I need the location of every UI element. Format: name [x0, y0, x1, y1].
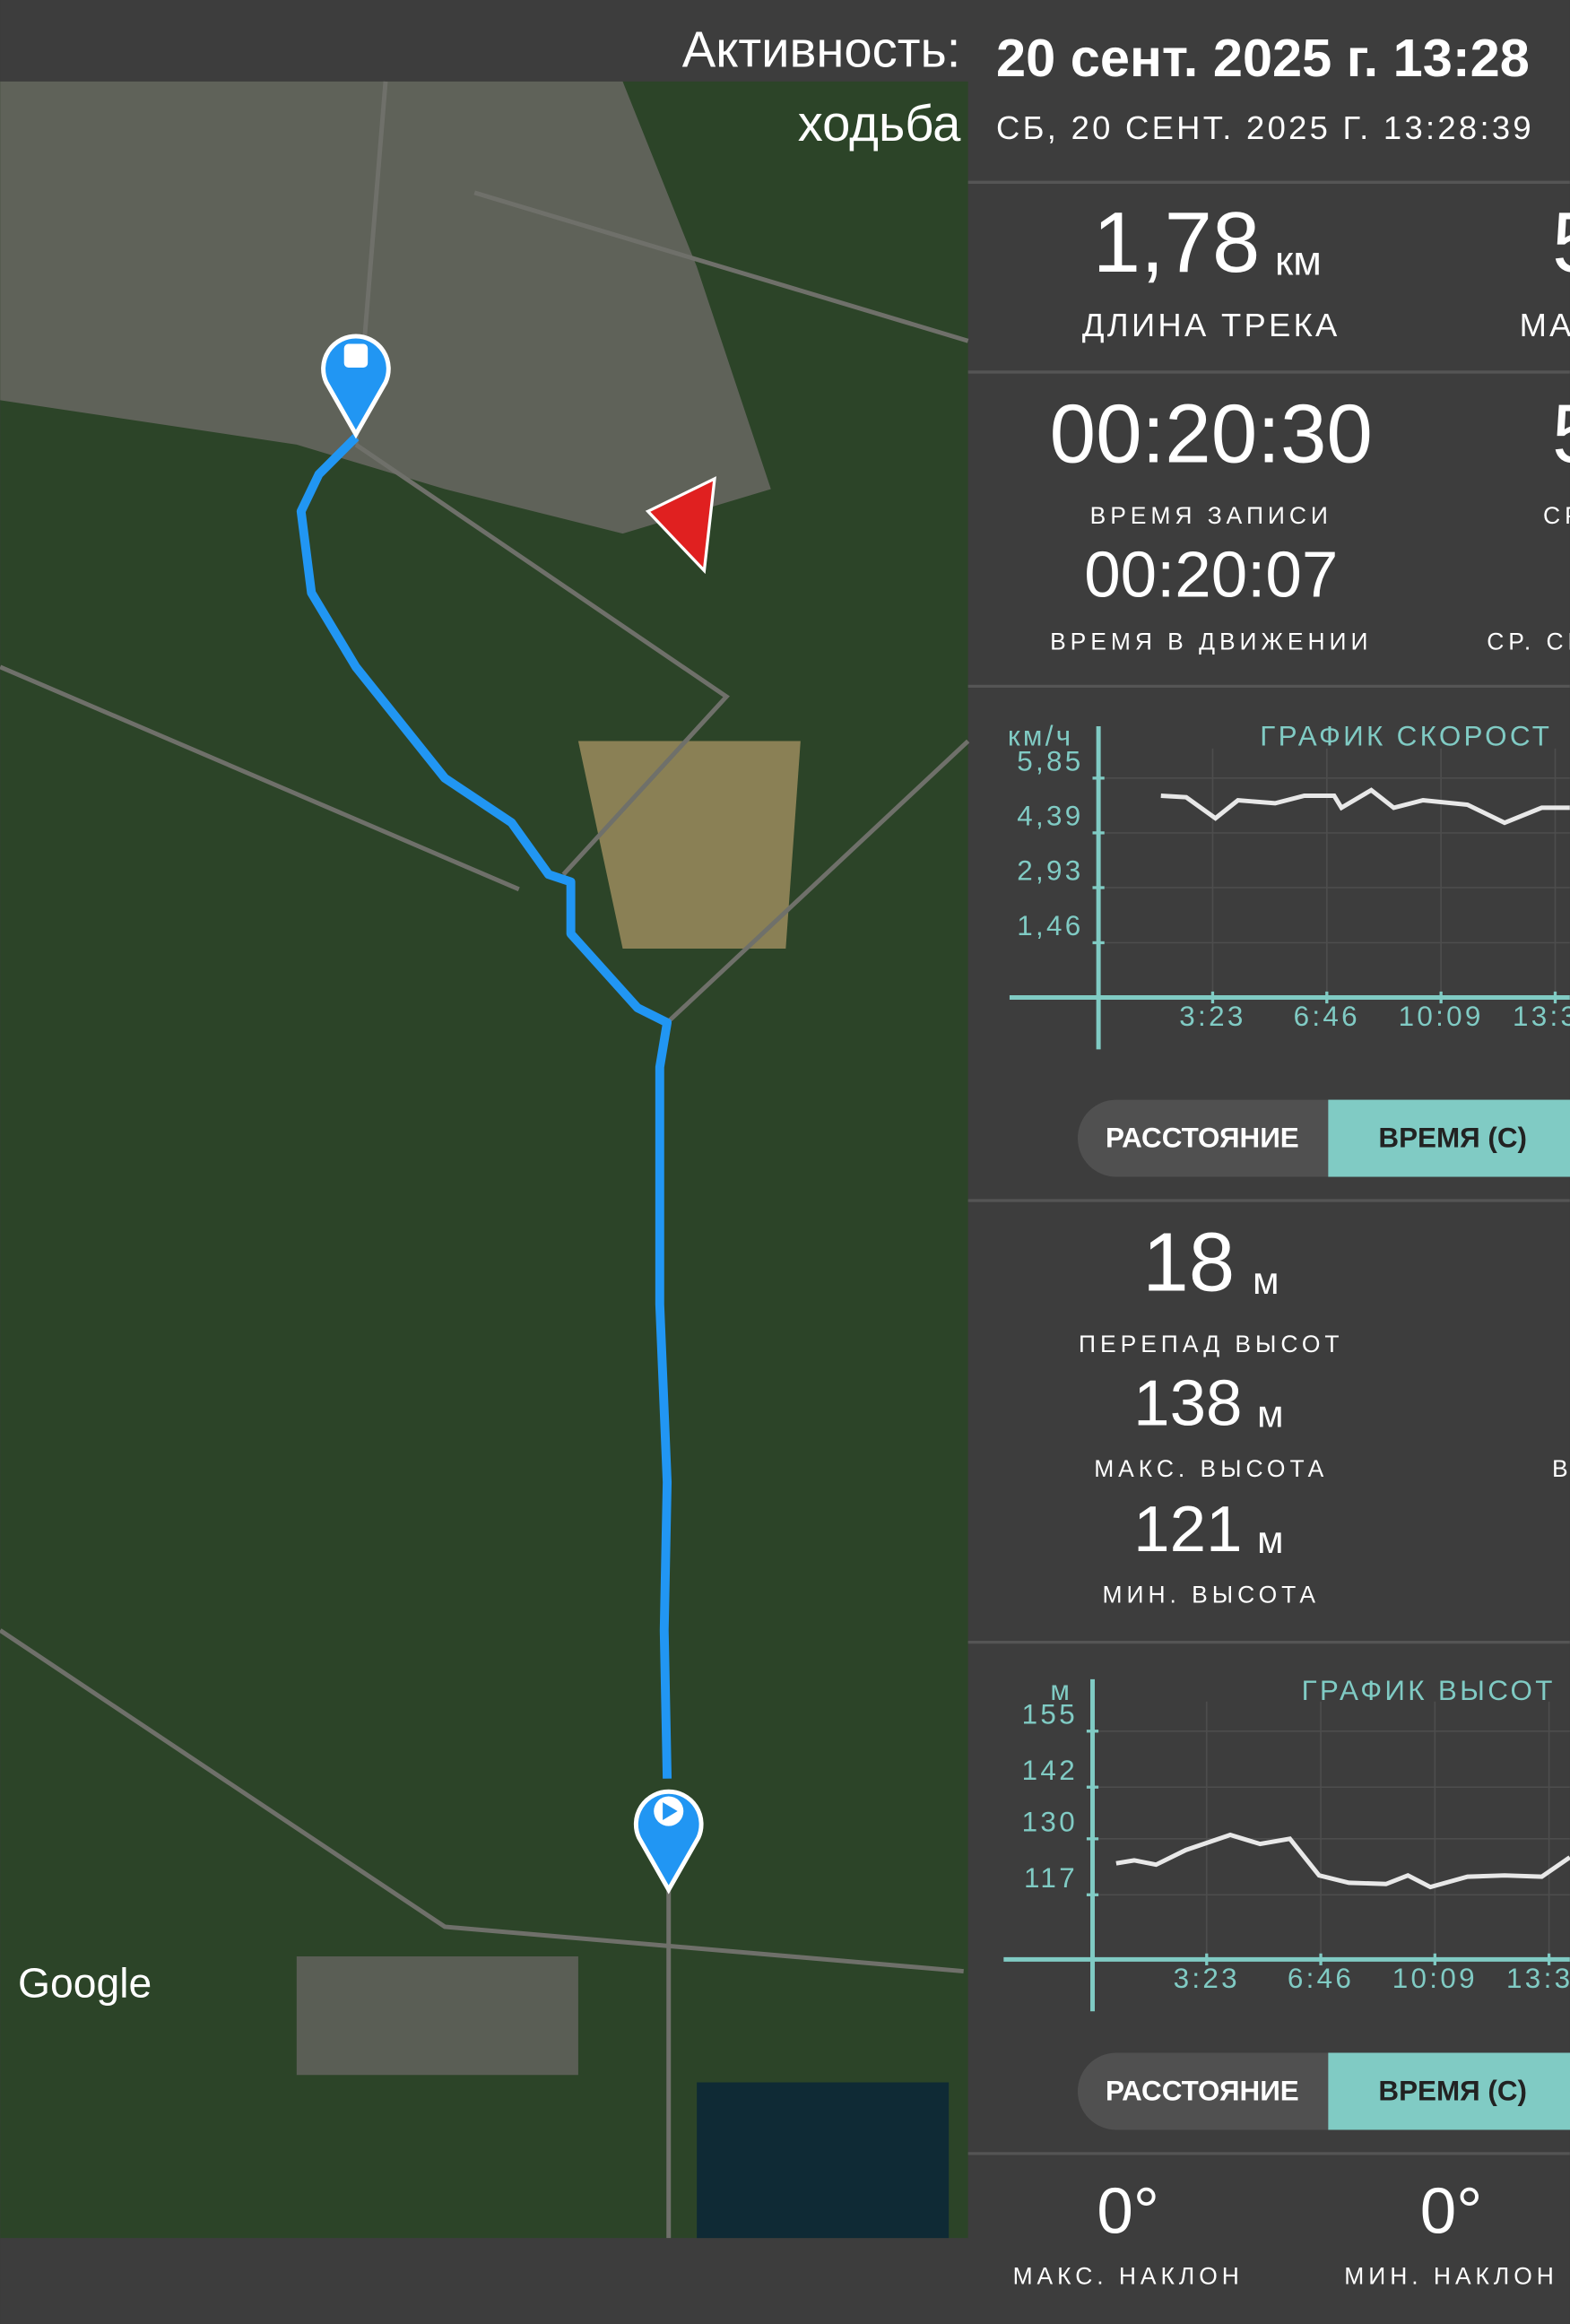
data-line — [1115, 1832, 1570, 1890]
distance-label: ДЛИНА ТРЕКА — [1082, 307, 1340, 343]
moving-time: 00:20:07 — [1084, 539, 1338, 611]
max-speed-value: 5 — [1552, 195, 1570, 290]
toggle-active — [1328, 1099, 1570, 1177]
y-tick-label: 155 — [1022, 1699, 1078, 1730]
data-line — [1160, 787, 1570, 826]
max-slope: 0° — [1097, 2175, 1159, 2248]
gain-value: 18 — [1142, 1215, 1235, 1308]
x-tick-label: 6:46 — [1294, 1001, 1360, 1032]
activity-label: Активность: — [682, 21, 961, 77]
distance-unit: км — [1275, 237, 1322, 283]
toggle-button[interactable]: РАССТОЯНИЕ — [1106, 2075, 1299, 2106]
elev-right-label: В — [1552, 1455, 1568, 1482]
min-elev-value: 121 — [1133, 1493, 1242, 1565]
y-tick-label: 117 — [1024, 1862, 1078, 1894]
toggle-button[interactable]: ВРЕМЯ (С) — [1378, 1123, 1527, 1154]
y-axis-label: км/ч — [1008, 721, 1074, 752]
x-tick-label: 13:32 — [1513, 1001, 1570, 1032]
max-elev-unit: м — [1257, 1393, 1284, 1436]
max-elev-label: МАКС. ВЫСОТА — [1094, 1455, 1328, 1482]
datetime: СБ, 20 СЕНТ. 2025 Г. 13:28:39 — [996, 109, 1534, 146]
y-tick-label: 142 — [1022, 1755, 1078, 1786]
y-tick-label: 1,46 — [1017, 910, 1083, 941]
x-tick-label: 3:23 — [1174, 1963, 1240, 1994]
map[interactable] — [0, 81, 970, 2239]
separators — [967, 180, 1570, 2155]
chart-title: ГРАФИК ВЫСОТ — [1302, 1675, 1556, 1706]
y-tick-label: 2,93 — [1017, 855, 1083, 887]
x-tick-label: 13:32 — [1506, 1963, 1570, 1994]
distance-value: 1,78 — [1093, 195, 1261, 290]
min-slope: 0° — [1420, 2175, 1483, 2248]
map-attribution: Google — [18, 1959, 152, 2006]
avg-speed-value: 5 — [1552, 386, 1570, 480]
gain-label: ПЕРЕПАД ВЫСОТ — [1079, 1331, 1343, 1357]
x-tick-label: 10:09 — [1399, 1001, 1484, 1032]
max-elev-value: 138 — [1133, 1367, 1242, 1440]
gain-unit: м — [1253, 1260, 1279, 1303]
x-tick-label: 6:46 — [1288, 1963, 1354, 1994]
x-tick-label: 3:23 — [1179, 1001, 1245, 1032]
x-tick-label: 10:09 — [1392, 1963, 1478, 1994]
y-axis-label: м — [1050, 1675, 1072, 1706]
toggle-button[interactable]: ВРЕМЯ (С) — [1378, 2075, 1527, 2106]
record-time-label: ВРЕМЯ ЗАПИСИ — [1090, 502, 1332, 529]
activity-type: ходьба — [798, 95, 961, 152]
y-tick-label: 5,85 — [1017, 746, 1083, 777]
toggle-active — [1328, 2052, 1570, 2130]
y-tick-label: 4,39 — [1017, 801, 1083, 832]
date: 20 сент. 2025 г. 13:28 — [996, 28, 1530, 88]
moving-time-label: ВРЕМЯ В ДВИЖЕНИИ — [1050, 628, 1372, 655]
max-speed-label: МА — [1520, 307, 1570, 343]
record-time: 00:20:30 — [1050, 386, 1373, 480]
y-tick-label: 130 — [1022, 1807, 1078, 1838]
min-elev-label: МИН. ВЫСОТА — [1103, 1581, 1320, 1608]
avg-speed-label: СР — [1543, 502, 1570, 529]
min-elev-unit: м — [1257, 1519, 1284, 1562]
chart-title: ГРАФИК СКОРОСТ — [1260, 721, 1552, 752]
toggle-button[interactable]: РАССТОЯНИЕ — [1106, 1123, 1299, 1154]
min-slope-label: МИН. НАКЛОН — [1344, 2263, 1558, 2290]
max-slope-label: МАКС. НАКЛОН — [1013, 2263, 1244, 2290]
avg-moving-speed-label: СР. СК — [1487, 628, 1570, 655]
